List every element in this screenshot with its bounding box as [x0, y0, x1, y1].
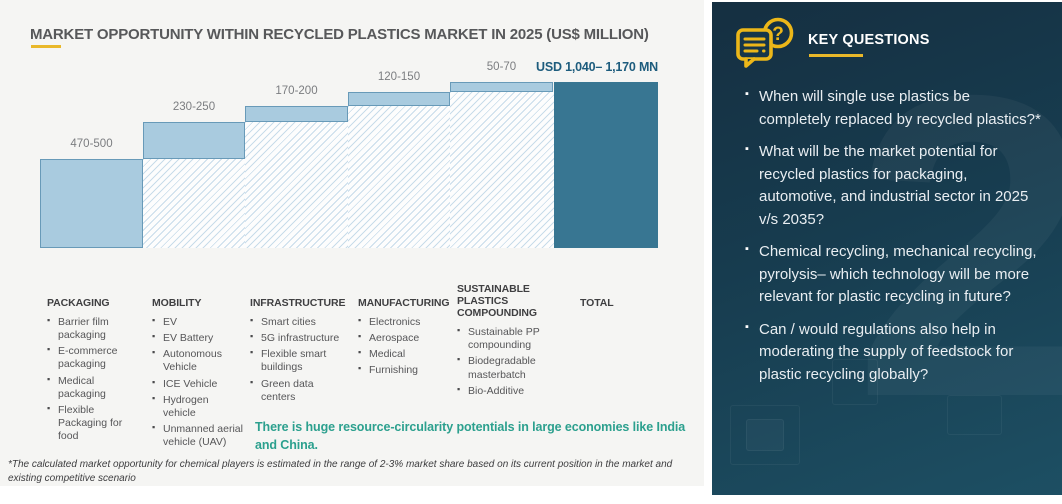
hatch-area: [245, 122, 348, 248]
key-questions-underline: [809, 54, 863, 57]
footnote: *The calculated market opportunity for c…: [8, 459, 673, 484]
bar-infrastructure: [245, 106, 348, 122]
legend-item: Hydrogen vehicle: [152, 393, 244, 420]
chart-title: MARKET OPPORTUNITY WITHIN RECYCLED PLAST…: [30, 26, 649, 43]
circuit-decoration: [730, 405, 800, 465]
legend-header: TOTAL: [580, 296, 614, 309]
legend-item: Autonomous Vehicle: [152, 347, 244, 374]
hatch-area: [143, 159, 245, 248]
legend-item: ICE Vehicle: [152, 376, 244, 391]
legend-item: Green data centers: [250, 376, 348, 404]
legend-item: Flexible Packaging for food: [47, 403, 141, 443]
key-questions-list: When will single use plastics be complet…: [745, 86, 1045, 396]
bar-packaging: [40, 159, 143, 248]
key-question: What will be the market potential for re…: [745, 141, 1045, 231]
insight-note: There is huge resource-circularity poten…: [255, 420, 686, 453]
circuit-decoration: [947, 395, 1002, 435]
svg-text:?: ?: [772, 24, 784, 45]
legend-item: Unmanned aerial vehicle (UAV): [152, 422, 244, 449]
legend-header: MOBILITY: [152, 296, 202, 309]
legend-column-packaging: PACKAGING Barrier film packaging E-comme…: [47, 283, 141, 446]
legend-item: EV Battery: [152, 331, 244, 345]
legend-item: E-commerce packaging: [47, 344, 141, 371]
legend-item: EV: [152, 315, 244, 329]
legend-column-sustainable-compounding: SUSTAINABLE PLASTICS COMPOUNDING Sustain…: [457, 283, 569, 401]
key-question: Chemical recycling, mechanical recycling…: [745, 241, 1045, 309]
legend-header: INFRASTRUCTURE: [250, 296, 346, 309]
bar-value-label: 50-70: [486, 61, 517, 73]
key-questions-title: KEY QUESTIONS: [808, 32, 930, 48]
legend-item: Electronics: [358, 315, 448, 329]
legend-header: PACKAGING: [47, 296, 110, 309]
legend-item: Medical packaging: [47, 373, 141, 401]
legend-item: Sustainable PP compounding: [457, 325, 569, 352]
key-questions-panel: 2 ? KEY QUESTIONS: [712, 2, 1062, 495]
bar-value-label: 230-250: [172, 101, 216, 113]
bar-value-label: 470-500: [70, 138, 113, 150]
legend-column-total: TOTAL: [580, 283, 650, 309]
title-underline: [31, 45, 61, 48]
bar-total: [554, 82, 658, 248]
legend-item: Biodegradable masterbatch: [457, 354, 569, 381]
legend-item: Smart cities: [250, 315, 348, 329]
legend-column-manufacturing: MANUFACTURING Electronics Aerospace Medi…: [358, 283, 450, 381]
legend-item: Aerospace: [358, 331, 448, 345]
hatch-area: [348, 106, 450, 248]
legend-item: Flexible smart buildings: [250, 347, 348, 374]
legend-item: Bio-Additive: [457, 384, 569, 398]
legend-header: SUSTAINABLE PLASTICS COMPOUNDING: [457, 283, 537, 320]
question-chat-icon: ?: [736, 17, 794, 68]
key-question: When will single use plastics be complet…: [745, 86, 1045, 131]
legend-item: Furnishing: [358, 363, 448, 377]
bar-manufacturing: [348, 92, 450, 106]
waterfall-chart: 470-500 230-250 170-200 120-150 50-70 US…: [38, 58, 660, 250]
bar-value-label: 170-200: [275, 85, 318, 97]
bar-sustainable-compounding: [450, 82, 553, 92]
legend-column-mobility: MOBILITY EV EV Battery Autonomous Vehicl…: [152, 283, 244, 452]
bar-value-label: 120-150: [377, 71, 421, 83]
legend-item: Barrier film packaging: [47, 315, 141, 342]
key-question: Can / would regulations also help in mod…: [745, 319, 1045, 387]
legend-item: 5G infrastructure: [250, 331, 348, 345]
hatch-area: [450, 92, 554, 248]
bar-mobility: [143, 122, 245, 159]
total-value-label: USD 1,040– 1,170 MN: [536, 60, 658, 74]
legend-header: MANUFACTURING: [358, 296, 450, 309]
legend-column-infrastructure: INFRASTRUCTURE Smart cities 5G infrastru…: [250, 283, 348, 407]
legend-item: Medical: [358, 347, 448, 361]
circuit-decoration: [746, 419, 784, 451]
